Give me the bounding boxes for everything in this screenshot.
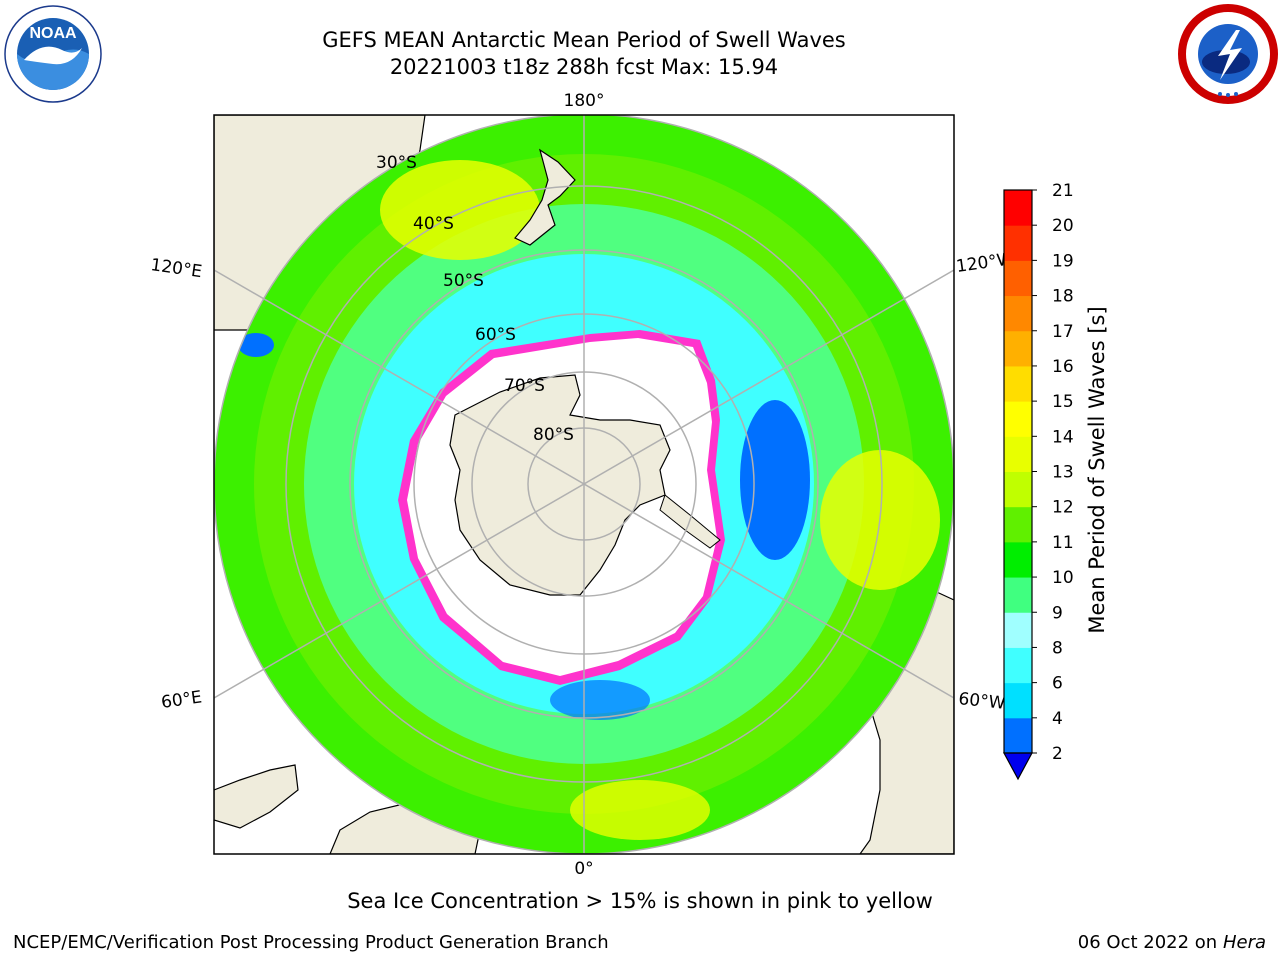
ocean-patch-blue-e [740,400,810,560]
lat-label-70s: 70°S [504,376,545,396]
lon-label-lower-left: 60°E [160,687,203,712]
colorbar-block [1004,190,1032,226]
colorbar-block [1004,225,1032,261]
ocean-patch-yellow-nw [380,160,540,260]
ocean-patch-blue-w [238,333,274,357]
lat-label-80s: 80°S [533,425,574,445]
colorbar-block [1004,577,1032,613]
colorbar-tick-label: 6 [1052,674,1063,694]
ocean-patch-blue-s [550,680,650,720]
lon-label-lower-right: 60°W [957,689,1006,714]
noaa-logo: NOAA [4,5,102,103]
colorbar-tick-label: 8 [1052,638,1063,658]
sea-ice-note: Sea Ice Concentration > 15% is shown in … [347,889,933,913]
meridians [214,115,954,854]
colorbar-tick-label: 16 [1052,357,1074,377]
footer-machine: Hera [1222,932,1266,953]
colorbar-tick-label: 17 [1052,322,1074,342]
colorbar-block [1004,541,1032,578]
colorbar-tick-label: 20 [1052,216,1074,236]
lon-label-upper-left: 120°E [149,255,203,282]
colorbar-block [1004,647,1032,684]
colorbar-tick-label: 21 [1052,181,1074,201]
colorbar-block [1004,436,1032,472]
colorbar-block [1004,506,1032,543]
title-line-2: 20221003 t18z 288h fcst Max: 15.94 [389,55,779,79]
colorbar-tick-label: 13 [1052,463,1074,483]
colorbar-block [1004,471,1032,508]
colorbar-tick-label: 4 [1052,709,1063,729]
nws-logo [1178,4,1278,104]
new-zealand-land [514,148,576,246]
lon-label-bottom: 0° [574,859,593,879]
colorbar-block [1004,330,1032,367]
colorbar-tick-label: 9 [1052,603,1063,623]
noaa-logo-text: NOAA [29,25,77,42]
ocean-patch-yellow-s [570,780,710,840]
colorbar-block [1004,717,1032,754]
colorbar-tick-label: 14 [1052,427,1074,447]
colorbar-tick-label: 18 [1052,287,1074,307]
footer-credit: NCEP/EMC/Verification Post Processing Pr… [13,932,609,953]
colorbar-block [1004,612,1032,648]
colorbar-block [1004,295,1032,332]
madagascar-land [214,764,299,829]
colorbar: 2 4 6 8 9 10 11 12 13 14 15 16 17 18 19 20 21 [1002,181,1074,781]
footer-date-text: 06 Oct 2022 on [1077,932,1223,953]
meridian-60e-120w [214,269,954,699]
colorbar-tick-label: 19 [1052,251,1074,271]
colorbar-tick-label: 11 [1052,533,1074,553]
title-line-1: GEFS MEAN Antarctic Mean Period of Swell… [322,28,846,52]
footer-date: 06 Oct 2022 on Hera [1078,932,1266,953]
lon-label-top: 180° [564,91,605,111]
colorbar-block [1004,365,1032,402]
colorbar-extend-triangle [1002,752,1034,781]
colorbar-block [1004,682,1032,719]
colorbar-tick-label: 12 [1052,498,1074,518]
lat-label-60s: 60°S [475,325,516,345]
lat-label-40s: 40°S [413,214,454,234]
colorbar-label: Mean Period of Swell Waves [s] [1085,306,1109,634]
lat-label-50s: 50°S [443,271,484,291]
map-frame [213,114,955,855]
colorbar-tick-label: 2 [1052,744,1063,764]
colorbar-tick-label: 15 [1052,392,1074,412]
colorbar-tick-label: 10 [1052,568,1074,588]
colorbar-block [1004,401,1032,437]
lat-label-30s: 30°S [376,153,417,173]
antarctica-land [449,374,671,596]
colorbar-block [1004,260,1032,297]
